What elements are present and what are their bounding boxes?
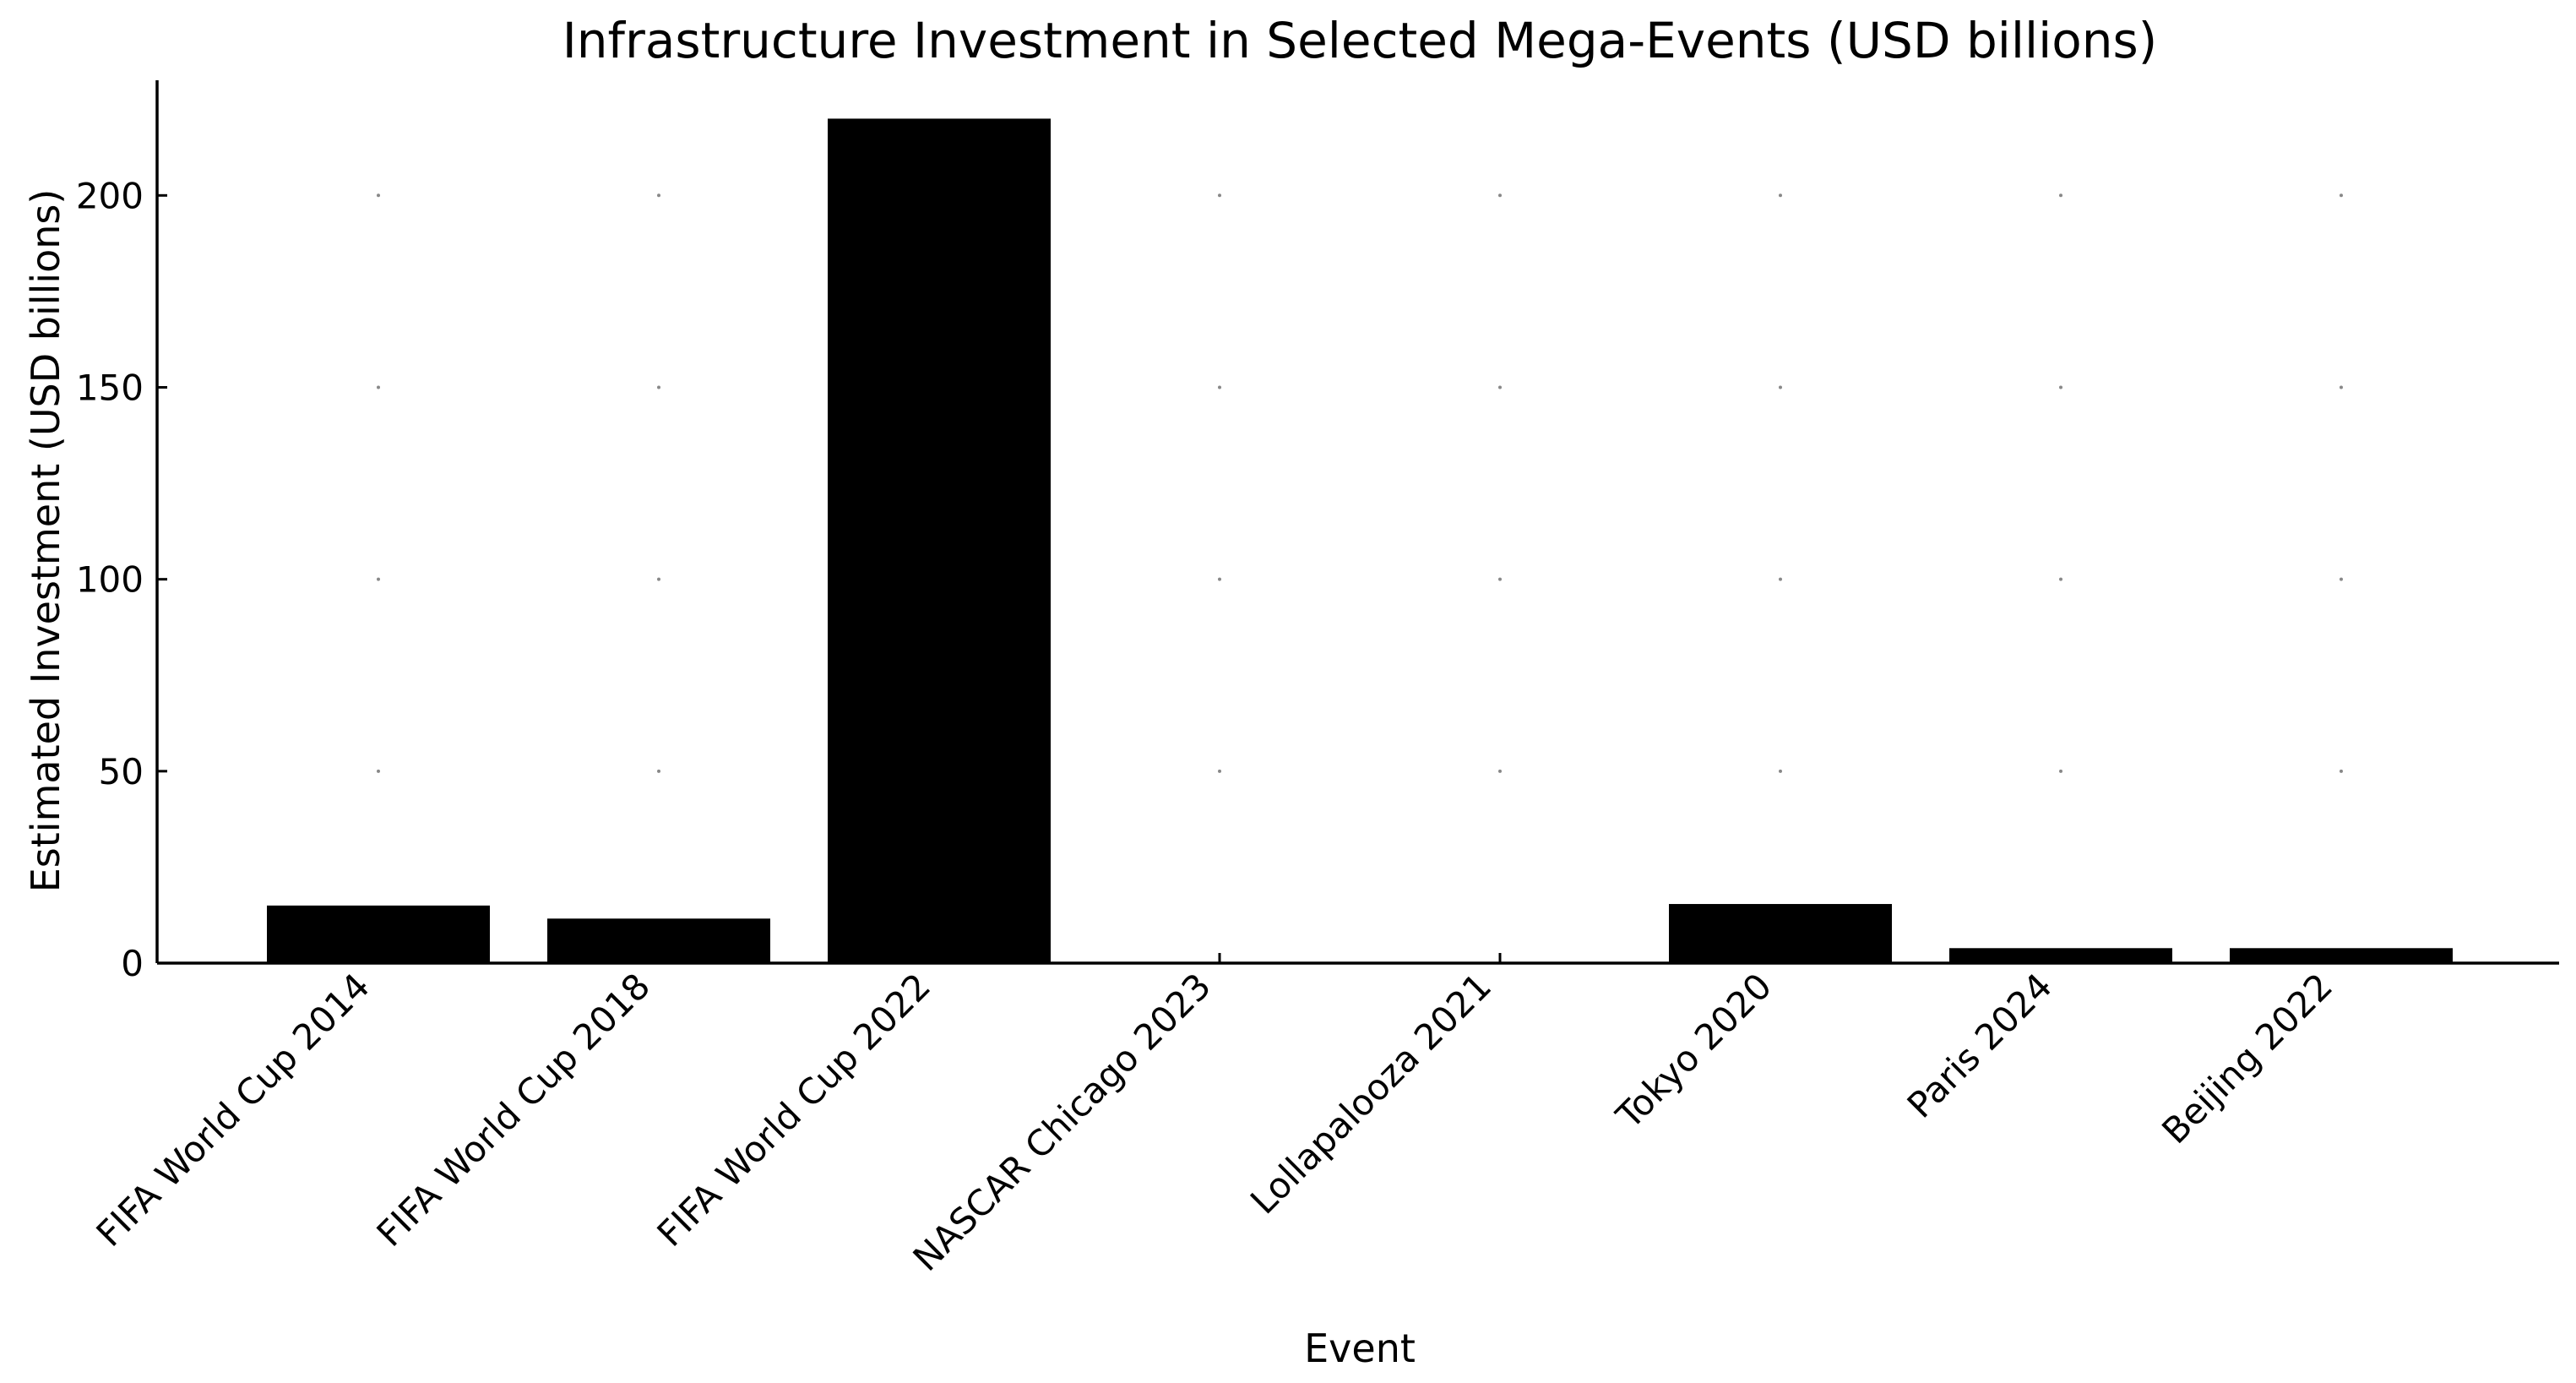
grid-dot (1498, 385, 1502, 389)
y-tick-label: 50 (99, 751, 144, 792)
x-tick-label: FIFA World Cup 2018 (368, 965, 658, 1255)
grid-dot (657, 193, 660, 198)
grid-dot (2340, 385, 2343, 389)
x-tick-label: Tokyo 2020 (1608, 965, 1780, 1137)
grid-dot (1218, 385, 1221, 389)
grid-dot (1498, 193, 1502, 198)
grid-dot (1498, 577, 1502, 581)
grid-dot (377, 769, 380, 773)
grid-dot (2059, 193, 2062, 198)
grid-dot (1498, 769, 1502, 773)
grid-dot (2059, 577, 2062, 581)
y-axis-ticks: 0 50 100 150 200 (76, 175, 167, 984)
x-tick-label: FIFA World Cup 2014 (88, 965, 378, 1255)
x-axis-label: Event (1304, 1326, 1416, 1371)
grid-dot (377, 385, 380, 389)
grid-dots (377, 193, 2343, 773)
grid-dot (657, 769, 660, 773)
grid-dot (377, 193, 380, 198)
grid-dot (2340, 193, 2343, 198)
grid-dot (1779, 769, 1782, 773)
grid-dot (657, 385, 660, 389)
grid-dot (2340, 577, 2343, 581)
x-tick-label: Lollapalooza 2021 (1242, 965, 1499, 1222)
x-tick-label: Beijing 2022 (2154, 965, 2340, 1152)
grid-dot (1218, 769, 1221, 773)
y-tick-label: 100 (76, 559, 144, 601)
x-tick-label: FIFA World Cup 2022 (649, 965, 938, 1255)
grid-dot (1218, 577, 1221, 581)
grid-dot (2340, 769, 2343, 773)
x-tick-label: Paris 2024 (1899, 965, 2060, 1125)
x-tick-label: NASCAR Chicago 2023 (905, 965, 1220, 1279)
grid-dot (657, 577, 660, 581)
grid-dot (2059, 769, 2062, 773)
bars (267, 118, 2453, 963)
y-tick-label: 200 (76, 175, 144, 216)
y-axis-label: Estimated Investment (USD billions) (23, 189, 68, 893)
y-tick-label: 150 (76, 367, 144, 408)
grid-dot (1779, 577, 1782, 581)
chart-title: Infrastructure Investment in Selected Me… (562, 12, 2158, 69)
grid-dot (2059, 385, 2062, 389)
bar (828, 118, 1051, 963)
y-tick-label: 0 (121, 943, 144, 984)
grid-dot (1218, 193, 1221, 198)
grid-dot (1779, 385, 1782, 389)
grid-dot (377, 577, 380, 581)
grid-dot (1779, 193, 1782, 198)
